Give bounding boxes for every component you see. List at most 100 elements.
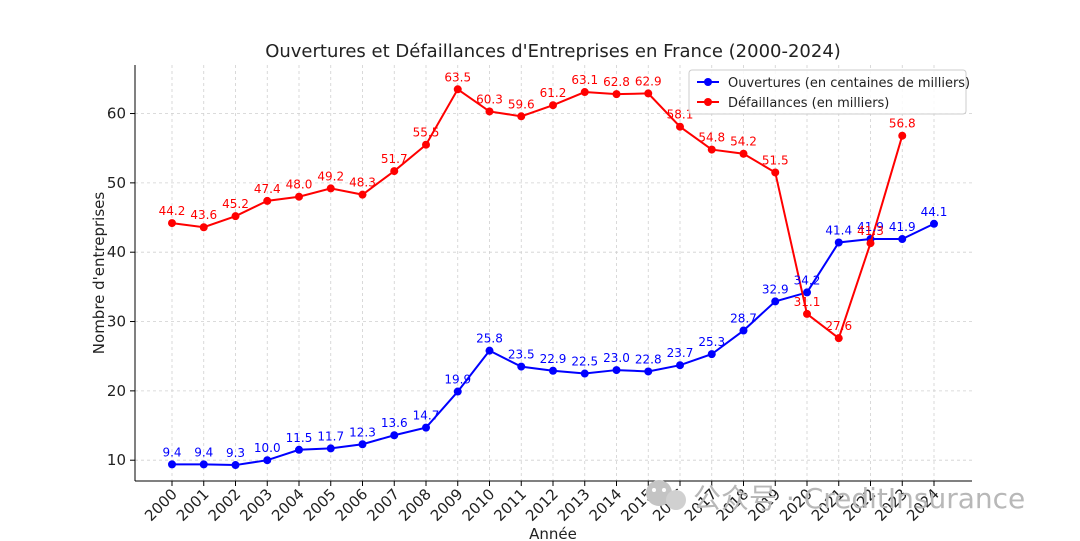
data-label: 34.2	[794, 273, 821, 287]
x-tick-label: 2012	[522, 485, 562, 525]
data-point	[199, 460, 208, 469]
data-label: 62.9	[635, 74, 662, 88]
y-tick-label: 20	[107, 382, 126, 400]
data-label: 47.4	[254, 182, 281, 196]
data-label: 31.1	[794, 295, 821, 309]
data-label: 58.1	[667, 108, 694, 122]
data-label: 55.5	[413, 126, 440, 140]
data-point	[453, 387, 462, 396]
legend: Ouvertures (en centaines de milliers) Déf…	[688, 69, 970, 115]
y-tick-label: 50	[107, 174, 126, 192]
legend-box	[688, 69, 967, 115]
data-label: 12.3	[349, 425, 376, 439]
data-point	[834, 334, 843, 343]
data-point	[199, 223, 208, 232]
legend-entry: Ouvertures (en centaines de milliers)	[728, 76, 970, 91]
data-label: 14.7	[413, 409, 440, 423]
x-tick-label: 2008	[395, 485, 435, 525]
data-point	[358, 440, 367, 449]
y-tick-label: 10	[107, 451, 126, 469]
series	[168, 85, 938, 470]
x-tick-label: 2014	[586, 485, 626, 525]
watermark: 公众号 · CreditInsurance	[646, 480, 1025, 515]
data-point	[898, 131, 907, 140]
data-label: 19.9	[444, 373, 471, 387]
data-point	[422, 423, 430, 432]
axes	[134, 65, 972, 482]
data-label: 10.0	[254, 441, 281, 455]
data-label: 51.5	[762, 153, 789, 167]
data-label: 11.5	[286, 431, 313, 445]
data-label: 56.8	[889, 117, 916, 131]
y-axis-label: Nombre d'entreprises	[90, 192, 108, 355]
data-labels: 9.4 9.4 9.3 10.0 11.5 11.7 12.3 13.6 14.7 19.9 25.…	[159, 70, 948, 460]
data-point	[390, 167, 399, 176]
data-point	[168, 460, 176, 469]
data-point	[485, 346, 494, 355]
series-line	[171, 87, 904, 340]
data-point	[549, 101, 557, 110]
data-label: 49.2	[317, 169, 344, 183]
data-label: 27.6	[825, 319, 852, 333]
data-point	[580, 88, 589, 97]
data-point	[834, 238, 843, 247]
data-point	[453, 85, 462, 94]
data-point	[549, 366, 557, 375]
data-label: 48.3	[349, 176, 376, 190]
data-label: 63.1	[571, 73, 598, 87]
data-label: 23.5	[508, 348, 535, 362]
x-tick-label: 2002	[205, 485, 245, 525]
data-point	[326, 184, 335, 193]
data-point	[263, 456, 272, 465]
data-label: 51.7	[381, 152, 408, 166]
x-tick-label: 2001	[173, 485, 213, 525]
data-point	[898, 235, 907, 244]
data-label: 32.9	[762, 282, 789, 296]
data-label: 54.8	[698, 131, 725, 145]
data-point	[866, 239, 875, 248]
data-label: 9.4	[194, 445, 213, 459]
data-label: 9.4	[162, 445, 181, 459]
data-point	[644, 89, 653, 98]
x-tick-label: 2000	[141, 485, 181, 525]
data-point	[295, 192, 303, 201]
data-point	[580, 369, 589, 378]
data-label: 9.3	[226, 446, 245, 460]
data-point	[612, 90, 621, 99]
grid	[135, 65, 972, 481]
data-point	[612, 366, 621, 375]
data-point	[707, 350, 716, 359]
data-label: 13.6	[381, 416, 408, 430]
legend-marker	[704, 98, 712, 106]
data-point	[707, 145, 716, 154]
chart-title: Ouvertures et Défaillances d'Entreprises…	[265, 41, 841, 62]
x-tick-label: 2010	[459, 485, 499, 525]
data-label: 61.2	[540, 86, 567, 100]
data-label: 62.8	[603, 75, 630, 89]
data-point	[771, 168, 780, 177]
wechat-icon	[646, 480, 686, 510]
data-label: 25.8	[476, 332, 503, 346]
y-tick-label: 30	[107, 313, 126, 331]
data-point	[676, 361, 684, 370]
data-point	[803, 309, 811, 318]
data-label: 41.3	[857, 224, 884, 238]
data-label: 28.7	[730, 312, 757, 326]
x-tick-label: 2007	[363, 485, 403, 525]
data-label: 25.3	[698, 335, 725, 349]
data-label: 44.2	[159, 204, 186, 218]
data-point	[231, 461, 240, 470]
data-point	[803, 288, 811, 297]
data-label: 11.7	[317, 429, 344, 443]
data-label: 59.6	[508, 97, 535, 111]
x-tick-label: 2011	[490, 485, 530, 525]
legend-marker	[704, 78, 712, 86]
data-point	[739, 326, 748, 335]
data-label: 23.0	[603, 351, 630, 365]
y-tick-label: 40	[107, 243, 126, 261]
x-axis-label: Année	[529, 525, 577, 541]
data-point	[231, 212, 240, 221]
ticks: 10 20 30 40 50 60 2000200120022003200420052006…	[107, 105, 943, 525]
data-label: 43.6	[190, 208, 217, 222]
